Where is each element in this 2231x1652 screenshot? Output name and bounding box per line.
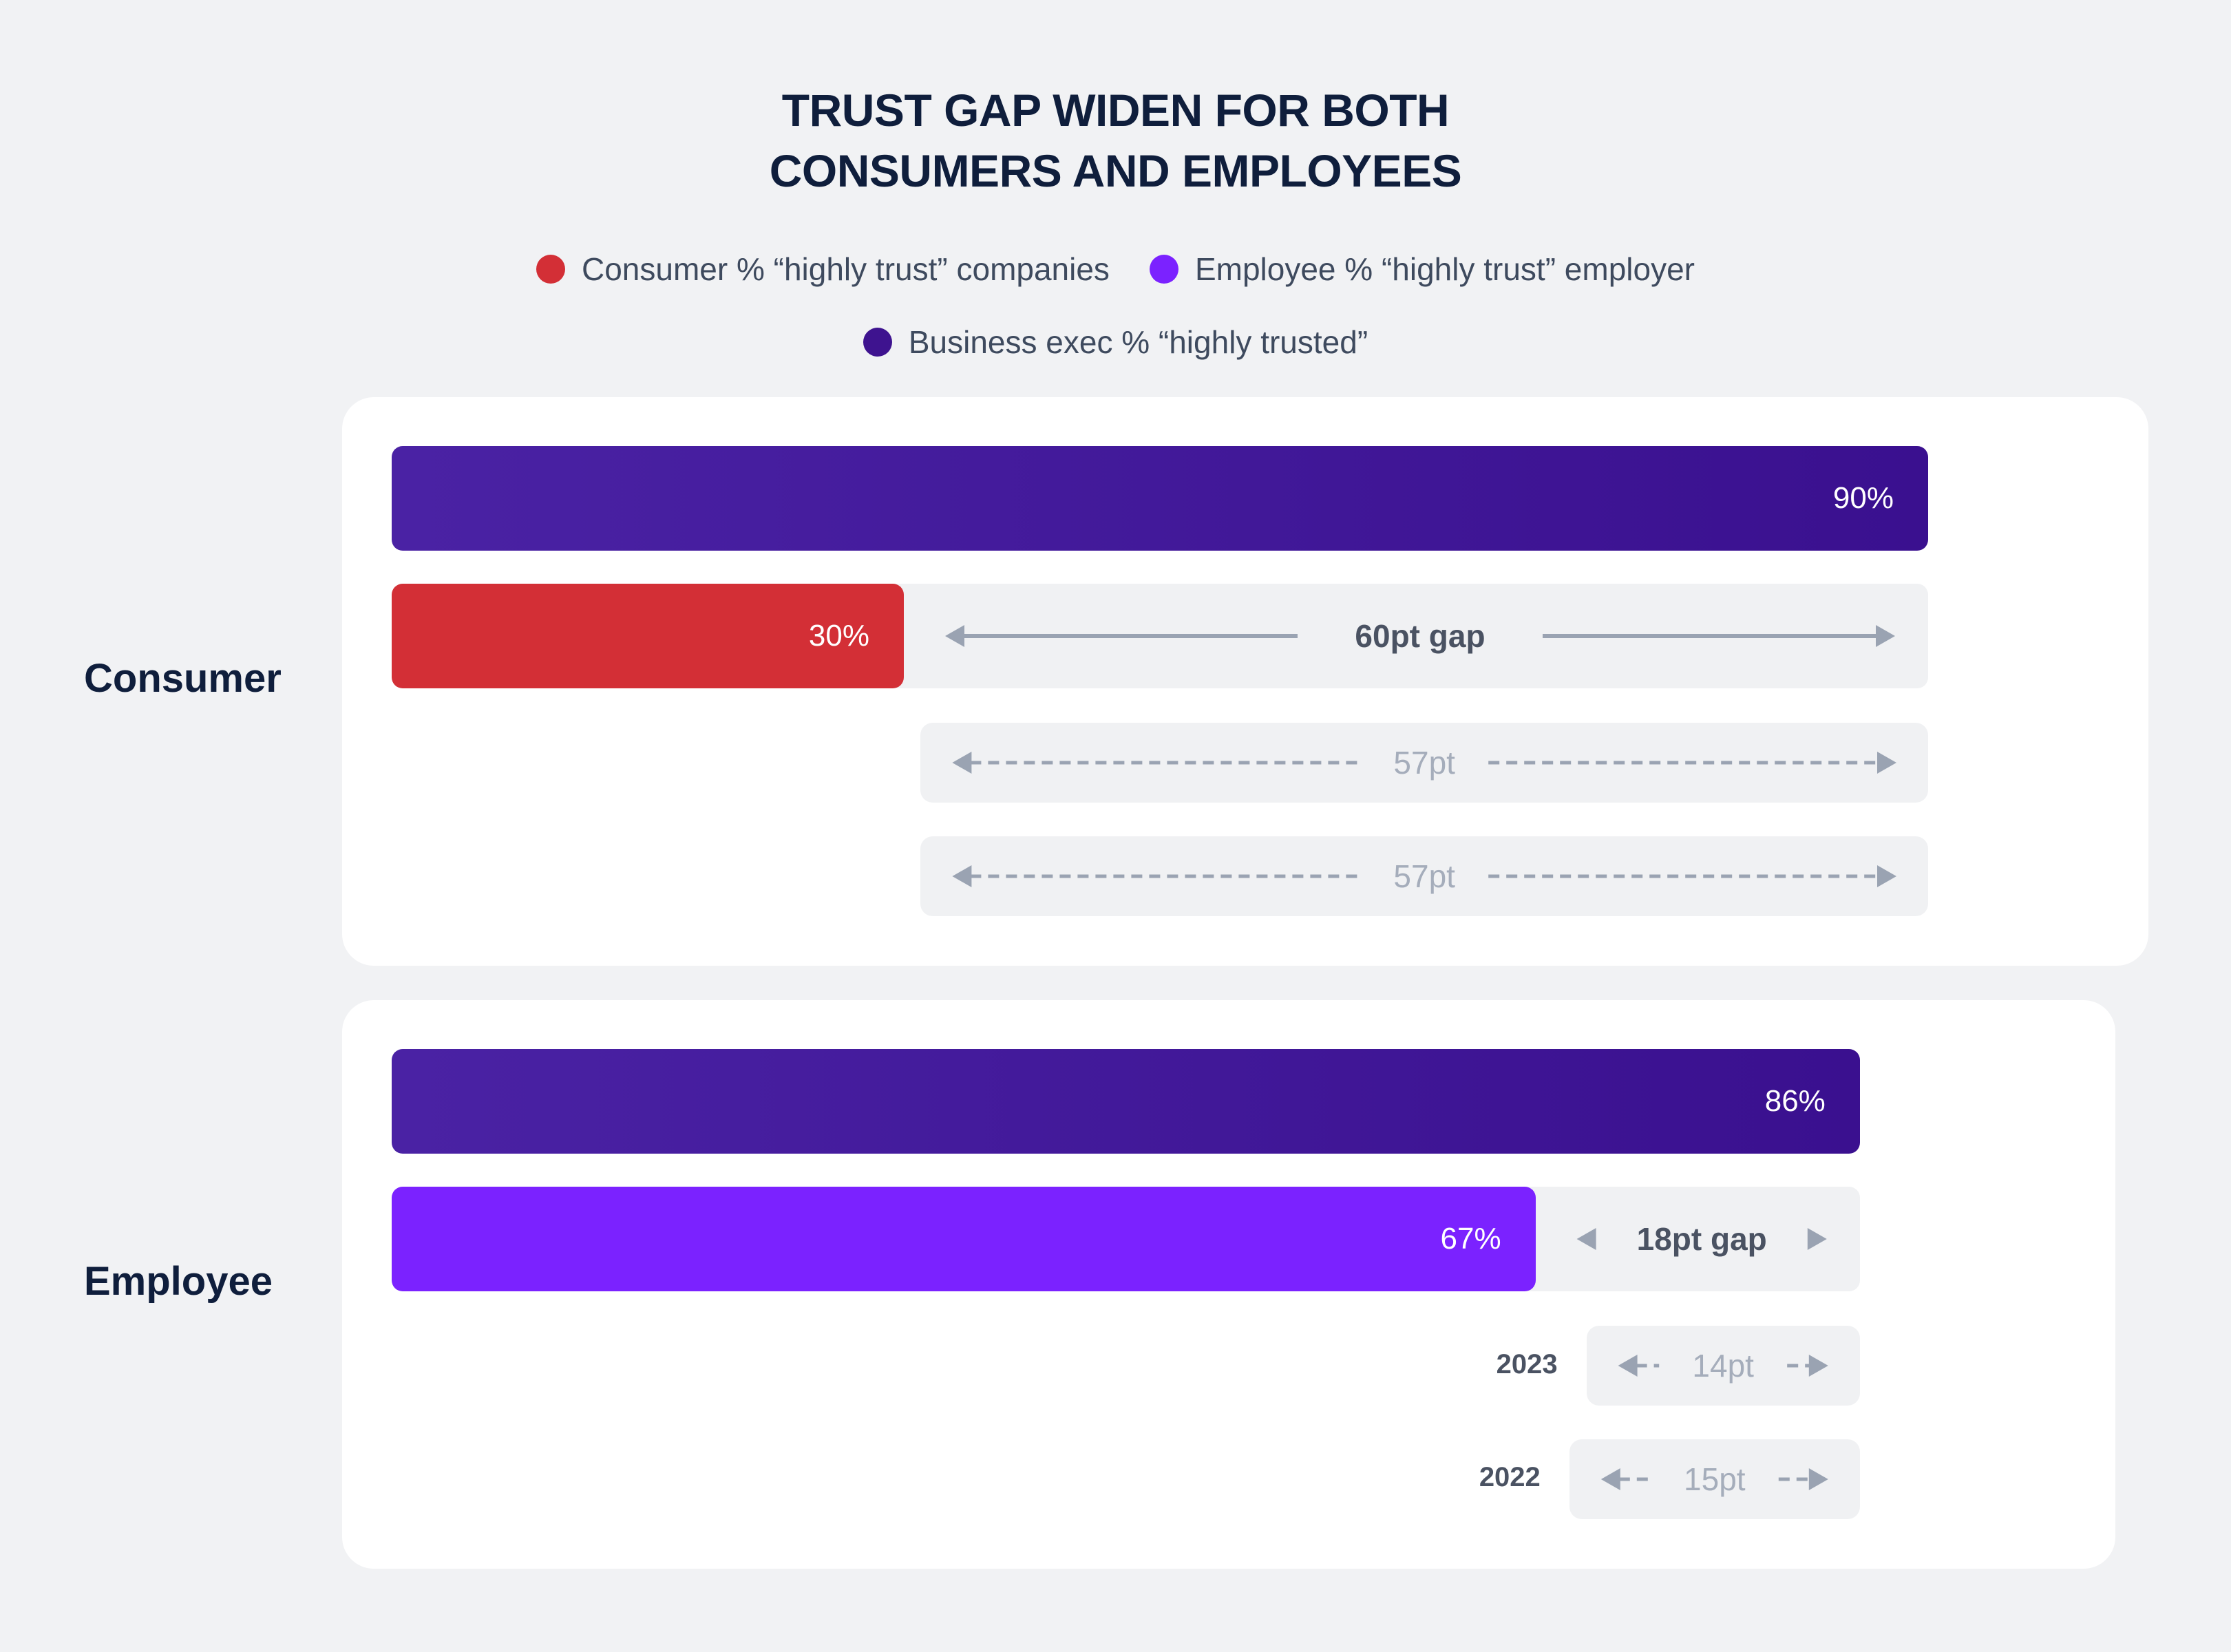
gap-employee-label: 18pt gap (1637, 1221, 1767, 1257)
year-label-employee-2023: 2023 (1496, 1349, 1558, 1379)
group-label-consumer: Consumer (84, 656, 282, 701)
title-line-1: TRUST GAP WIDEN FOR BOTH (781, 85, 1450, 136)
title-line-2: CONSUMERS AND EMPLOYEES (769, 145, 1462, 196)
legend-item-employee: Employee % “highly trust” employer (1149, 251, 1695, 288)
gap-consumer-2022-arrowhead-left (952, 865, 972, 887)
chart-title: TRUST GAP WIDEN FOR BOTH CONSUMERS AND E… (0, 80, 2231, 201)
legend-label-consumer: Consumer % “highly trust” companies (581, 251, 1110, 287)
legend-label-employee: Employee % “highly trust” employer (1194, 251, 1695, 287)
legend-row-2: Business exec % “highly trusted” (0, 324, 2231, 361)
bar-employee-exec: 86% (392, 1049, 1860, 1154)
gap-consumer-2023-arrowhead-right (1877, 752, 1896, 774)
gap-consumer-2022-arrowhead-right (1877, 865, 1896, 887)
gap-consumer-arrowhead-right (1876, 625, 1895, 647)
gap-employee-2022-arrowhead-left (1600, 1468, 1620, 1490)
gap-employee-arrowhead-right (1807, 1228, 1827, 1250)
bar-employee-trust: 67% (392, 1187, 1536, 1291)
legend-swatch-exec (863, 328, 892, 357)
gap-employee-2022-label: 15pt (1684, 1461, 1746, 1497)
gap-employee-2023-arrowhead-left (1618, 1355, 1638, 1377)
gap-employee-2023-arrowhead-right (1808, 1355, 1828, 1377)
gap-employee-2022-arrowhead-right (1808, 1468, 1828, 1490)
gap-employee-arrowhead-left (1576, 1228, 1596, 1250)
value-label-employee-exec: 86% (1764, 1084, 1826, 1118)
legend-label-exec: Business exec % “highly trusted” (908, 324, 1368, 360)
gap-consumer-label: 60pt gap (1355, 618, 1485, 654)
value-label-employee-trust: 67% (1440, 1222, 1501, 1256)
year-label-employee-2022: 2022 (1479, 1462, 1541, 1492)
legend-row-1: Consumer % “highly trust” companies Empl… (0, 251, 2231, 288)
legend-swatch-consumer (536, 255, 565, 284)
gap-consumer-2022-label: 57pt (1393, 858, 1455, 894)
gap-employee-2023-label: 14pt (1692, 1348, 1754, 1384)
value-label-consumer-exec: 90% (1832, 481, 1894, 515)
bar-consumer-trust: 30% (392, 584, 904, 688)
gap-consumer-2023-label: 57pt (1393, 745, 1455, 781)
gap-consumer-arrowhead-left (945, 625, 964, 647)
value-label-consumer-trust: 30% (808, 619, 869, 653)
legend-item-exec: Business exec % “highly trusted” (863, 324, 1368, 361)
gap-consumer-2023-arrowhead-left (952, 752, 972, 774)
bar-consumer-exec: 90% (392, 446, 1928, 551)
legend-item-consumer: Consumer % “highly trust” companies (536, 251, 1110, 288)
legend-swatch-employee (1149, 255, 1178, 284)
group-label-employee: Employee (84, 1259, 273, 1304)
